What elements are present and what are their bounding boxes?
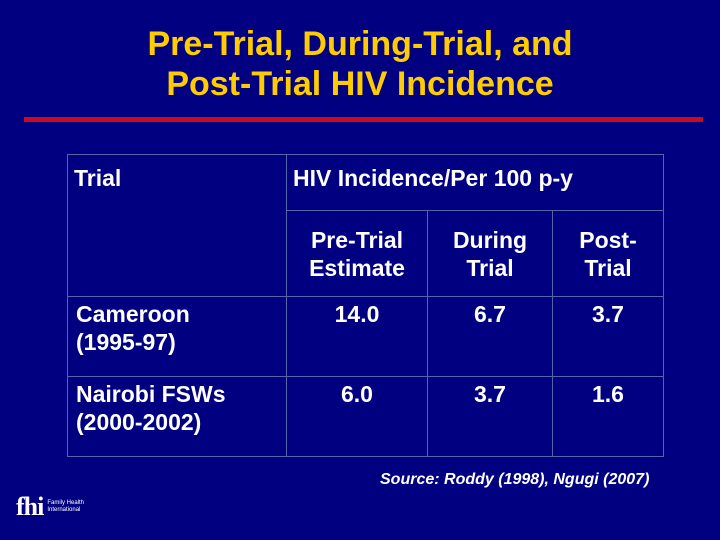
row-post-trial-value: 1.6 [552, 376, 664, 457]
row-pre-trial-value: 6.0 [286, 376, 428, 457]
subheader-pre-trial: Pre-Trial Estimate [286, 210, 428, 297]
row-post-trial-value: 3.7 [552, 296, 664, 377]
incidence-table: Trial HIV Incidence/Per 100 p-y Pre-Tria… [67, 154, 664, 457]
header-incidence: HIV Incidence/Per 100 p-y [286, 154, 664, 211]
fhi-logo: fhi Family Health International [16, 490, 84, 524]
title-line-1: Pre-Trial, During-Trial, and [147, 25, 573, 63]
title-divider [24, 117, 703, 122]
row-trial-name: Cameroon (1995-97) [67, 296, 287, 377]
row-during-trial-value: 6.7 [427, 296, 553, 377]
fhi-logo-mark: fhi [16, 492, 44, 521]
table-row: Cameroon (1995-97) 14.0 6.7 3.7 [67, 296, 664, 377]
row-trial-name: Nairobi FSWs (2000-2002) [67, 376, 287, 457]
table-row: Nairobi FSWs (2000-2002) 6.0 3.7 1.6 [67, 376, 664, 457]
fhi-logo-text: Family Health International [47, 500, 85, 513]
row-pre-trial-value: 14.0 [286, 296, 428, 377]
source-citation: Source: Roddy (1998), Ngugi (2007) [380, 471, 650, 488]
row-during-trial-value: 3.7 [427, 376, 553, 457]
subheader-during-trial: During Trial [427, 210, 553, 297]
subheader-post-trial: Post- Trial [552, 210, 664, 297]
header-trial: Trial [67, 154, 287, 297]
slide-title: Pre-Trial, During-Trial, and Post-Trial … [0, 24, 720, 104]
title-line-2: Post-Trial HIV Incidence [166, 65, 554, 103]
